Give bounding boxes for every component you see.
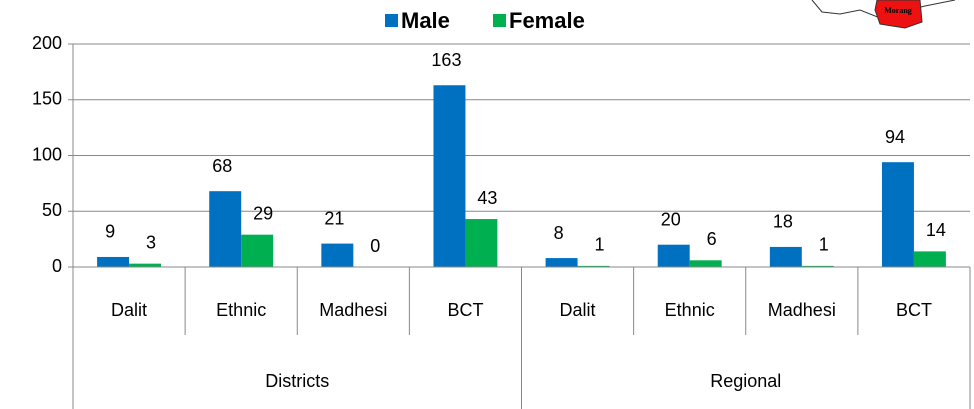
data-label: 1 [595,235,605,255]
x-tick-label: BCT [447,300,483,320]
bar [209,191,242,267]
bar [433,85,466,267]
group-label: Districts [265,371,329,391]
y-tick-label: 0 [52,256,62,276]
x-tick-label: Ethnic [216,300,266,320]
data-label: 163 [431,50,461,70]
map-label: Morang [884,6,912,15]
data-label: 1 [819,235,829,255]
data-label: 21 [324,208,344,228]
bar [545,258,578,267]
bar [769,246,802,267]
bar [881,162,914,267]
bar [657,244,690,267]
bar [913,251,946,267]
bar [801,265,834,267]
legend-label: Female [509,8,585,33]
bar [97,256,130,267]
data-label: 68 [212,156,232,176]
data-label: 9 [105,222,115,242]
x-tick-label: BCT [896,300,932,320]
data-label: 6 [707,229,717,249]
data-label: 29 [253,203,273,223]
bar [321,243,354,267]
data-label: 43 [477,188,497,208]
y-tick-label: 50 [42,200,62,220]
bar [577,265,610,267]
legend-swatch [385,14,398,27]
data-label: 0 [370,236,380,256]
data-label: 20 [661,209,681,229]
x-tick-label: Dalit [111,300,147,320]
data-label: 94 [885,127,905,147]
y-tick-label: 100 [32,144,62,164]
group-label: Regional [710,371,781,391]
legend-swatch [493,14,506,27]
y-tick-label: 150 [32,89,62,109]
x-tick-label: Ethnic [665,300,715,320]
map-fragment: Morang [811,0,956,29]
legend-label: Male [401,8,450,33]
x-tick-label: Madhesi [319,300,387,320]
data-label: 18 [773,212,793,232]
bar [689,260,722,267]
data-label: 14 [926,220,946,240]
data-label: 3 [146,232,156,252]
y-tick-label: 200 [32,33,62,53]
data-label: 8 [554,223,564,243]
x-tick-label: Madhesi [768,300,836,320]
bar [129,263,162,267]
bar [465,219,498,267]
x-tick-label: Dalit [560,300,596,320]
bar [241,234,274,267]
